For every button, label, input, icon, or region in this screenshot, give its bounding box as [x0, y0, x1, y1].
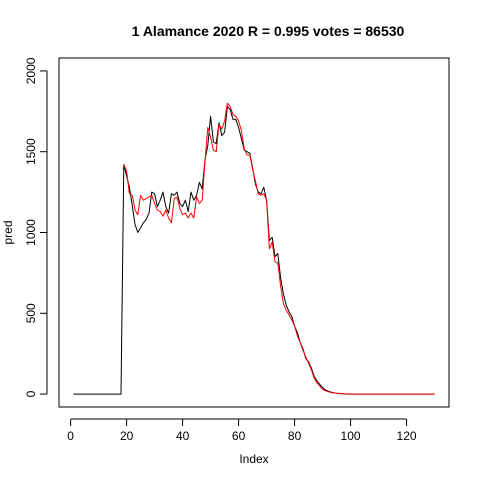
series-line-black	[73, 107, 434, 395]
plot-frame	[59, 58, 449, 407]
y-tick-label: 500	[24, 303, 38, 323]
x-tick-label: 80	[288, 429, 302, 443]
x-axis-label: Index	[239, 452, 268, 466]
x-tick-label: 0	[67, 429, 74, 443]
x-tick-label: 20	[120, 429, 134, 443]
series-line-red	[124, 103, 435, 394]
series-layer	[73, 103, 434, 394]
x-tick-label: 100	[341, 429, 361, 443]
y-axis: 0 500 1000 1500 2000	[24, 57, 47, 397]
chart-title: 1 Alamance 2020 R = 0.995 votes = 86530	[132, 23, 405, 39]
x-axis: 0 20 40 60 80 100 120	[67, 419, 417, 443]
x-tick-label: 40	[176, 429, 190, 443]
x-tick-label: 60	[232, 429, 246, 443]
y-axis-label: pred	[1, 220, 15, 244]
y-tick-label: 0	[24, 390, 38, 397]
y-tick-label: 1000	[24, 219, 38, 246]
y-tick-label: 2000	[24, 57, 38, 84]
y-tick-label: 1500	[24, 138, 38, 165]
x-tick-label: 120	[397, 429, 417, 443]
